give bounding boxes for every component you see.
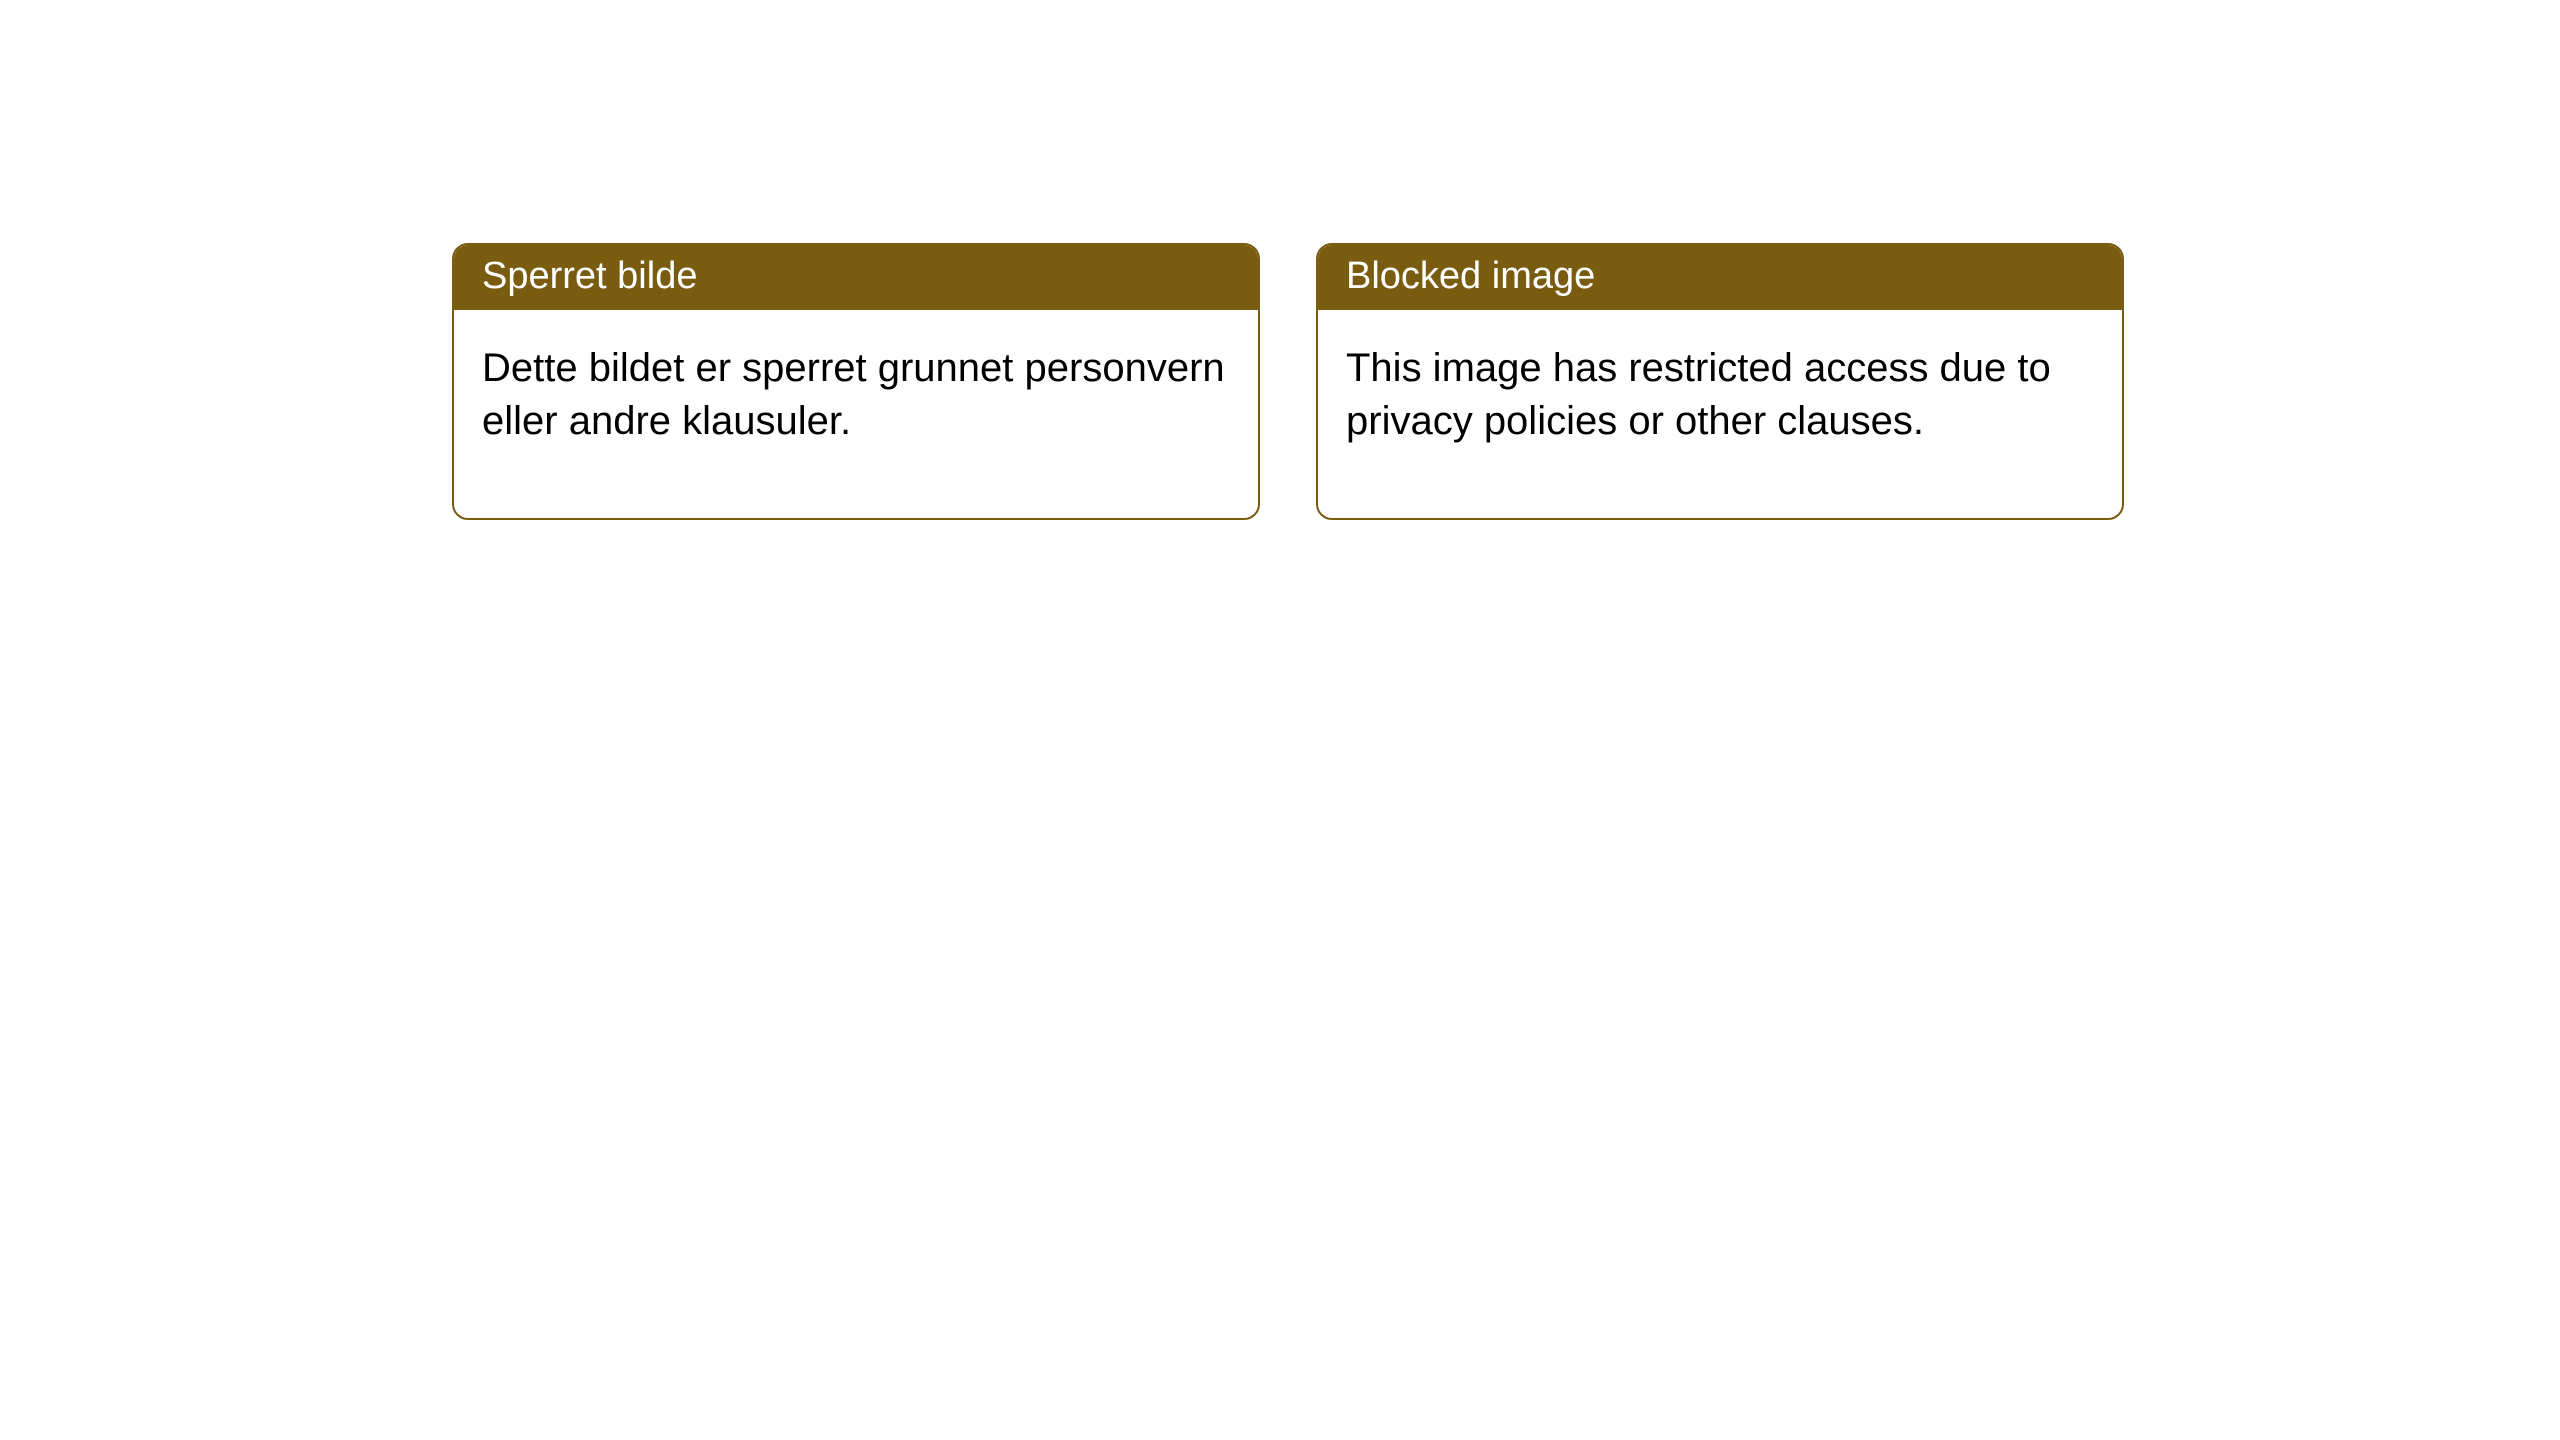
notice-body: This image has restricted access due to … xyxy=(1318,310,2122,518)
notice-box-english: Blocked image This image has restricted … xyxy=(1316,243,2124,520)
notice-header: Blocked image xyxy=(1318,245,2122,310)
notice-box-norwegian: Sperret bilde Dette bildet er sperret gr… xyxy=(452,243,1260,520)
notice-container: Sperret bilde Dette bildet er sperret gr… xyxy=(0,0,2560,520)
notice-header: Sperret bilde xyxy=(454,245,1258,310)
notice-body: Dette bildet er sperret grunnet personve… xyxy=(454,310,1258,518)
